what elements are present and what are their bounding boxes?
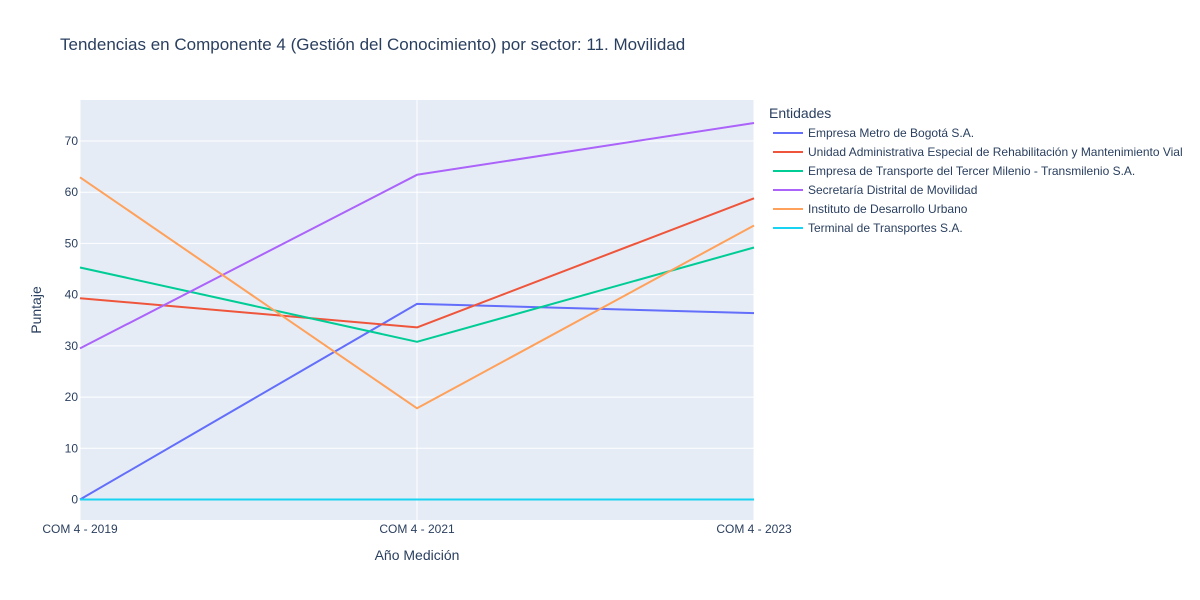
y-tick-label: 30: [65, 339, 79, 353]
x-tick-label: COM 4 - 2023: [716, 522, 792, 536]
x-tick-label: COM 4 - 2021: [379, 522, 455, 536]
y-tick-label: 0: [71, 493, 78, 507]
legend-title: Entidades: [769, 105, 831, 121]
series-line: [79, 302, 755, 501]
legend-item-label: Instituto de Desarrollo Urbano: [808, 202, 968, 216]
y-tick-label: 40: [65, 288, 79, 302]
chart-title: Tendencias en Componente 4 (Gestión del …: [60, 35, 685, 54]
series-line: [79, 176, 755, 410]
series-line: [79, 246, 755, 343]
y-tick-label: 10: [65, 441, 79, 455]
y-tick-label: 50: [65, 236, 79, 250]
y-tick-label: 60: [65, 185, 79, 199]
legend: Entidades Empresa Metro de Bogotá S.A. Un…: [769, 105, 1183, 235]
legend-item-label: Secretaría Distrital de Movilidad: [808, 183, 977, 197]
series-layer: [79, 122, 755, 501]
tick-layer: 0 10 20 30 40 50 60 70 COM 4 - 2019 COM 4 - 2021 C…: [42, 134, 792, 536]
legend-item-label: Unidad Administrativa Especial de Rehabi…: [808, 145, 1183, 159]
legend-item-label: Empresa de Transporte del Tercer Milenio…: [808, 164, 1135, 178]
series-line: [79, 122, 755, 350]
x-axis-title: Año Medición: [375, 547, 460, 563]
y-tick-label: 20: [65, 390, 79, 404]
y-axis-title: Puntaje: [28, 286, 44, 334]
series-line: [79, 197, 755, 329]
legend-item-label: Empresa Metro de Bogotá S.A.: [808, 126, 974, 140]
x-tick-label: COM 4 - 2019: [42, 522, 118, 536]
y-tick-label: 70: [65, 134, 79, 148]
legend-item-label: Terminal de Transportes S.A.: [808, 221, 963, 235]
grid-layer: [79, 100, 755, 520]
